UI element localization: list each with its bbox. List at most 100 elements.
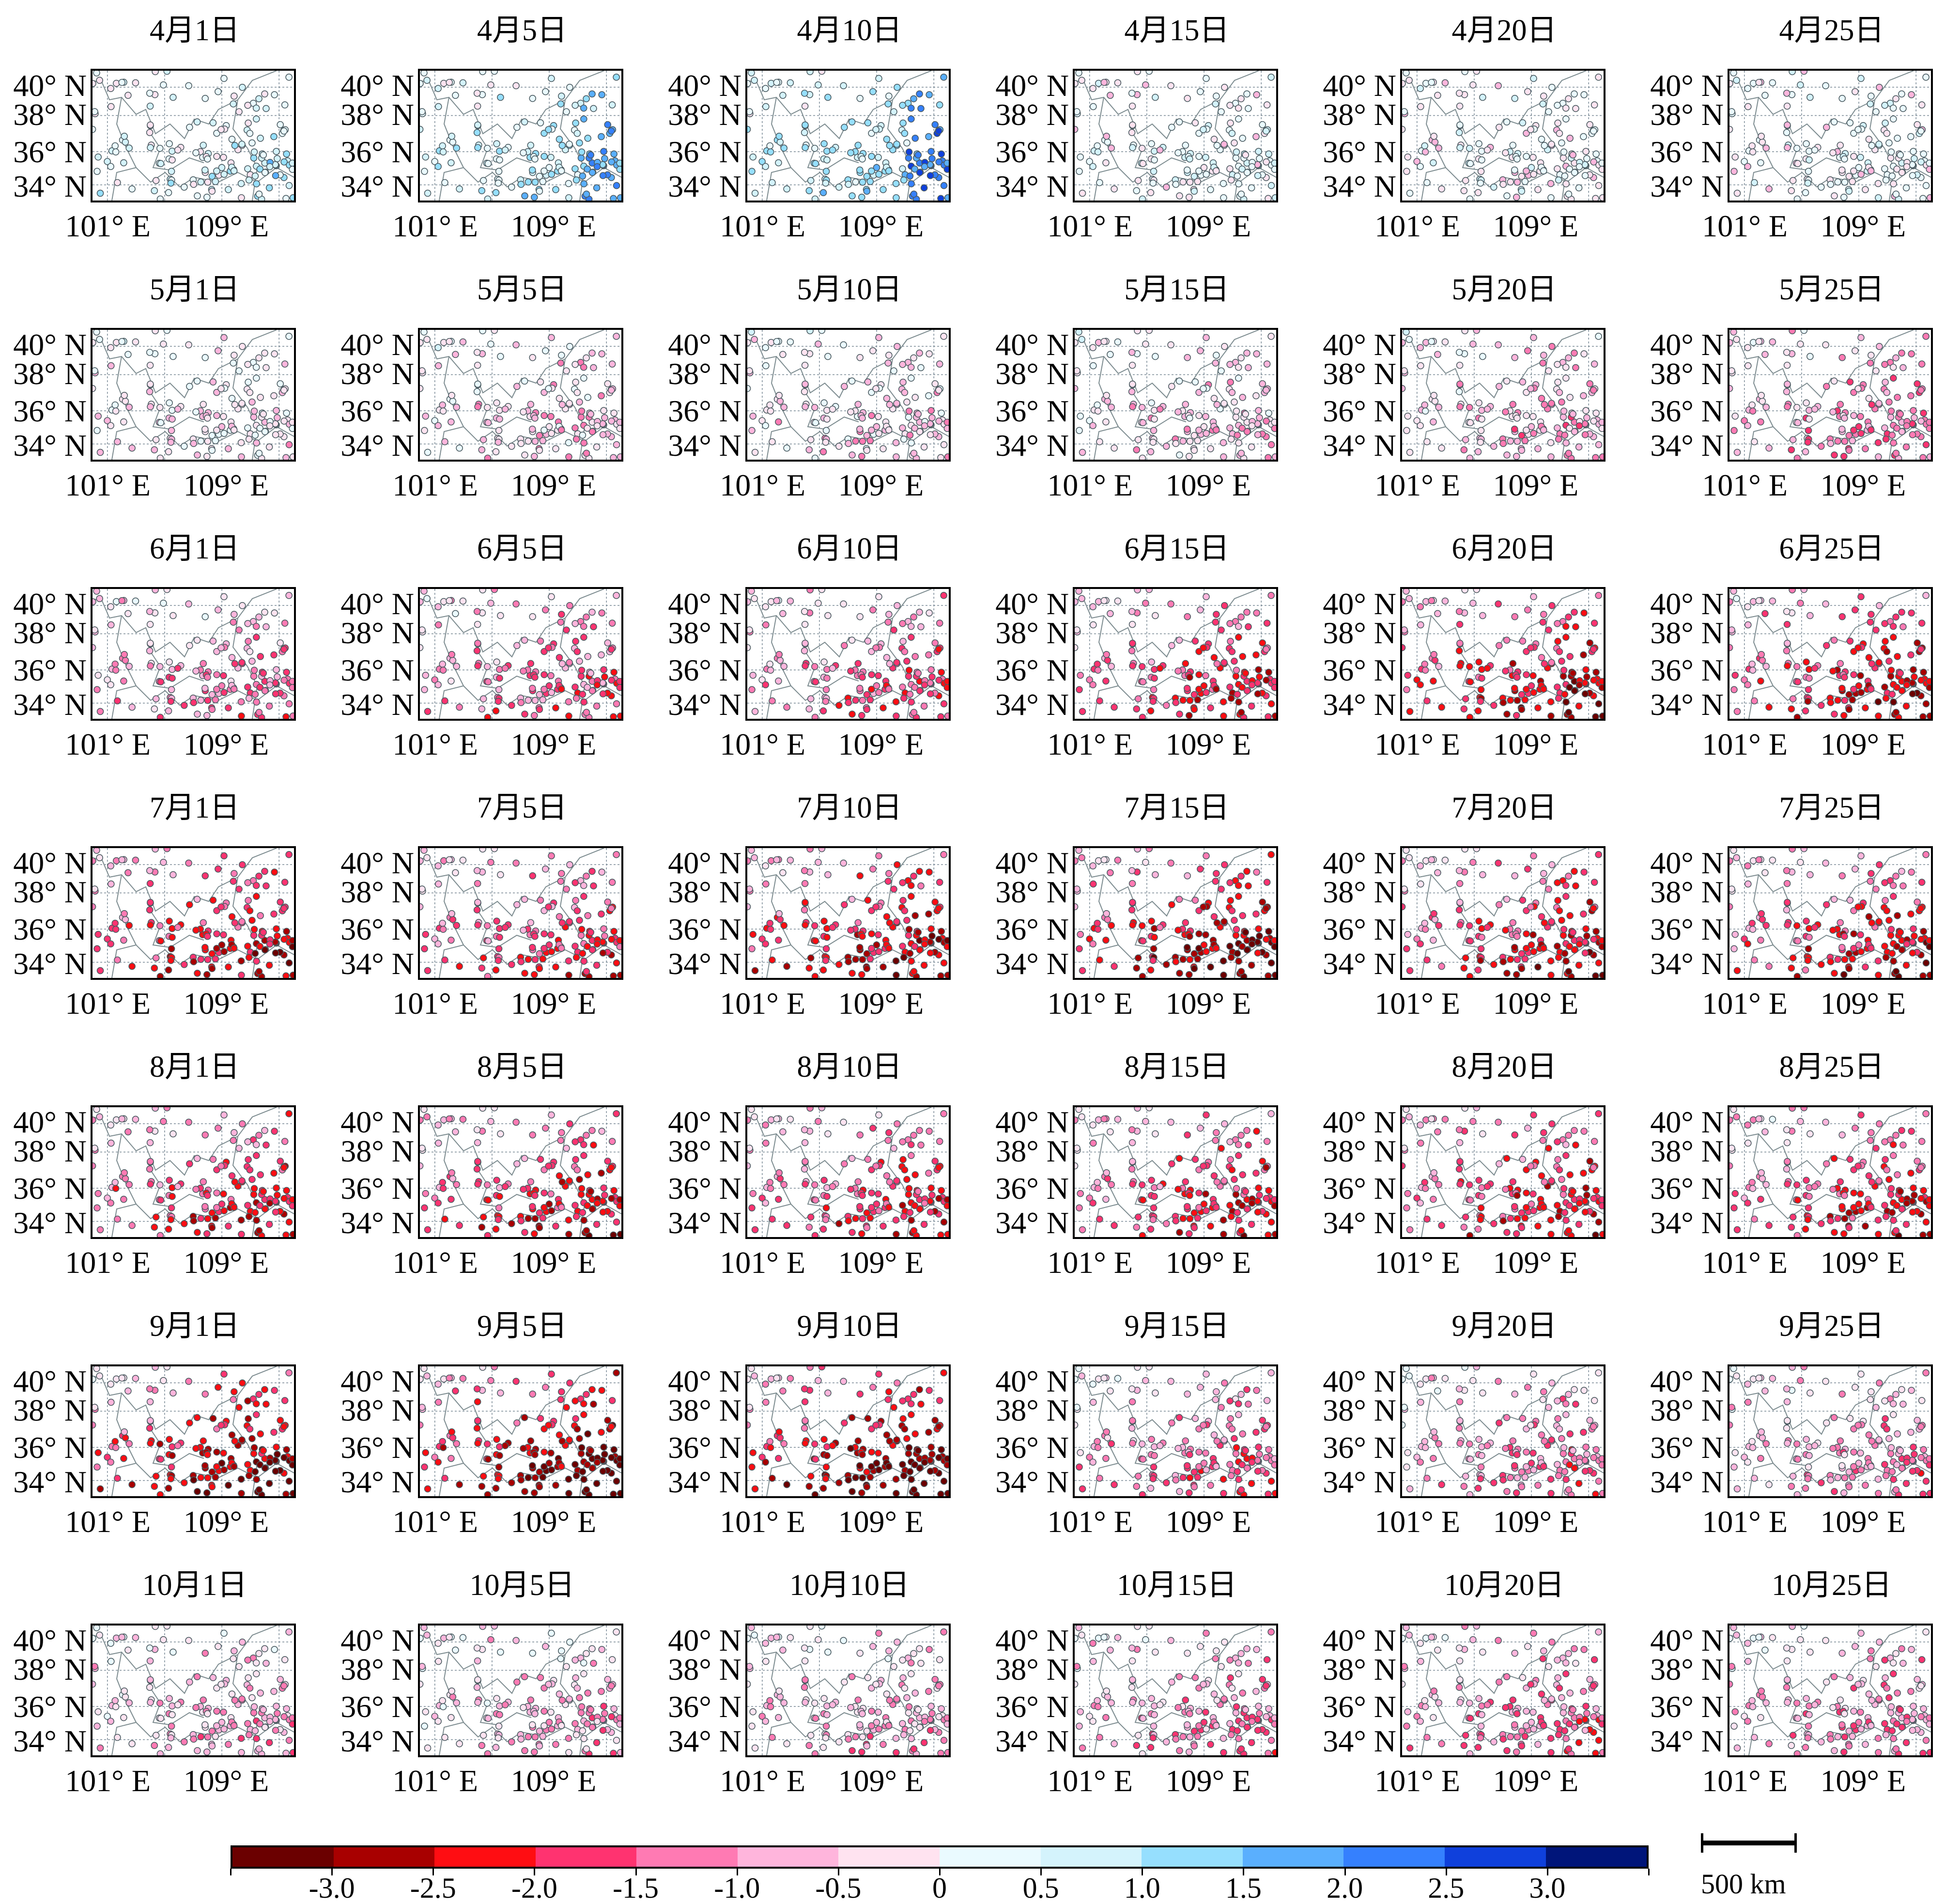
station-marker bbox=[583, 191, 589, 197]
station-marker bbox=[1186, 194, 1192, 201]
station-marker bbox=[807, 848, 813, 852]
station-map bbox=[418, 587, 623, 721]
station-map bbox=[745, 1105, 951, 1239]
station-marker bbox=[522, 1155, 528, 1161]
station-marker bbox=[537, 379, 543, 385]
station-marker bbox=[495, 439, 501, 446]
station-marker bbox=[859, 697, 865, 704]
station-marker bbox=[1157, 147, 1163, 153]
station-marker bbox=[153, 696, 159, 702]
station-marker bbox=[787, 79, 793, 86]
station-marker bbox=[1882, 620, 1888, 627]
station-marker bbox=[1926, 678, 1931, 684]
station-marker bbox=[493, 708, 499, 714]
station-marker bbox=[1146, 71, 1152, 75]
station-marker bbox=[522, 970, 528, 976]
station-marker bbox=[1496, 901, 1502, 908]
station-marker bbox=[1229, 130, 1235, 137]
station-marker bbox=[214, 168, 220, 174]
station-marker bbox=[1893, 614, 1899, 620]
station-marker bbox=[1733, 77, 1740, 83]
station-marker bbox=[230, 619, 236, 625]
station-marker bbox=[169, 934, 175, 941]
latitude-tick-label: 34° N bbox=[995, 171, 1069, 202]
station-marker bbox=[1920, 151, 1927, 157]
station-marker bbox=[1512, 944, 1518, 951]
station-marker bbox=[169, 926, 175, 932]
station-marker bbox=[1758, 678, 1764, 684]
station-marker bbox=[921, 962, 927, 968]
station-marker bbox=[752, 190, 758, 196]
station-marker bbox=[1893, 968, 1899, 975]
latitude-tick-label: 36° N bbox=[668, 914, 741, 945]
station-marker bbox=[775, 678, 782, 684]
station-marker bbox=[572, 638, 579, 645]
station-marker bbox=[601, 926, 607, 932]
station-marker bbox=[937, 102, 943, 108]
station-marker bbox=[1868, 611, 1874, 618]
station-marker bbox=[899, 684, 906, 690]
station-marker bbox=[1228, 436, 1235, 442]
station-marker bbox=[1479, 926, 1485, 932]
station-marker bbox=[1135, 436, 1142, 443]
station-marker bbox=[1584, 933, 1590, 939]
longitude-tick-label: 101° E bbox=[1702, 470, 1788, 501]
station-marker bbox=[527, 142, 534, 148]
station-marker bbox=[1461, 965, 1467, 971]
station-marker bbox=[566, 141, 572, 147]
station-marker bbox=[202, 1204, 208, 1210]
station-marker bbox=[1235, 623, 1242, 630]
station-marker bbox=[1591, 879, 1598, 885]
latitude-tick-label: 36° N bbox=[668, 655, 741, 686]
station-marker bbox=[1559, 658, 1565, 665]
station-marker bbox=[212, 1215, 218, 1221]
station-marker bbox=[522, 452, 528, 458]
station-marker bbox=[1545, 627, 1552, 633]
station-marker bbox=[938, 669, 944, 675]
station-marker bbox=[1090, 104, 1096, 110]
station-marker bbox=[938, 151, 944, 157]
latitude-tick-label: 34° N bbox=[13, 430, 87, 461]
station-marker bbox=[125, 1129, 131, 1135]
panel-title: 6月25日 bbox=[1728, 532, 1936, 566]
station-marker bbox=[529, 167, 536, 173]
station-marker bbox=[873, 645, 879, 651]
station-marker bbox=[186, 901, 193, 908]
station-marker bbox=[164, 330, 170, 334]
station-marker bbox=[1418, 622, 1424, 628]
station-marker bbox=[484, 973, 491, 978]
station-marker bbox=[566, 659, 572, 666]
station-marker bbox=[122, 916, 128, 923]
station-marker bbox=[147, 899, 154, 906]
station-marker bbox=[1220, 958, 1227, 964]
station-marker bbox=[449, 398, 456, 404]
station-marker bbox=[440, 926, 447, 932]
station-marker bbox=[147, 621, 154, 628]
station-marker bbox=[886, 352, 892, 358]
station-marker bbox=[617, 1231, 621, 1237]
station-marker bbox=[1563, 375, 1569, 381]
station-marker bbox=[160, 1118, 167, 1125]
panel-title: 7月5日 bbox=[418, 791, 626, 825]
station-marker bbox=[449, 139, 456, 145]
station-marker bbox=[121, 133, 127, 139]
station-marker bbox=[849, 896, 855, 902]
station-marker bbox=[1075, 126, 1078, 133]
station-marker bbox=[1523, 153, 1529, 159]
station-marker bbox=[1095, 408, 1101, 414]
station-marker bbox=[1263, 387, 1269, 393]
station-marker bbox=[1403, 589, 1409, 594]
station-marker bbox=[439, 1179, 446, 1186]
station-marker bbox=[93, 126, 96, 133]
latitude-tick-label: 34° N bbox=[340, 430, 414, 461]
station-marker bbox=[1268, 960, 1275, 966]
station-marker bbox=[852, 697, 859, 703]
station-marker bbox=[901, 908, 908, 914]
station-map bbox=[1400, 587, 1605, 721]
station-marker bbox=[1910, 407, 1916, 414]
station-marker bbox=[175, 665, 181, 671]
station-marker bbox=[1565, 873, 1572, 879]
station-marker bbox=[747, 645, 751, 651]
station-marker bbox=[1456, 608, 1463, 615]
